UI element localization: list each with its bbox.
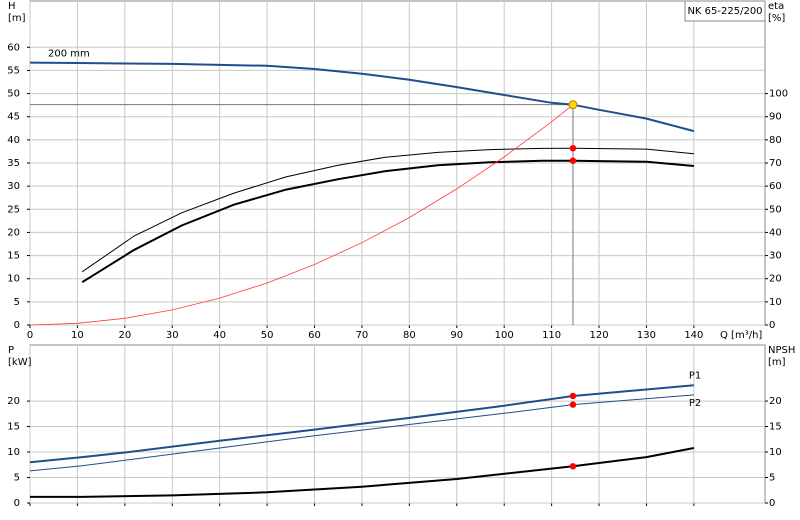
y2-tick-label: 80: [769, 135, 782, 146]
y-tick-label: 0: [14, 498, 20, 509]
point-marker: [569, 463, 577, 470]
y-tick-label: 60: [7, 42, 20, 53]
point-marker: [569, 392, 577, 400]
chart-title: NK 65-225/200: [687, 6, 762, 17]
curve: [29, 384, 694, 464]
series-label: P2: [689, 398, 701, 409]
point-marker: [569, 157, 577, 164]
y-tick-label: 0: [14, 320, 20, 331]
y-axis-label: H: [8, 1, 16, 12]
x-tick-label: 30: [166, 330, 179, 341]
curve: [29, 104, 574, 326]
x-tick-label: 70: [356, 330, 369, 341]
y2-tick-label: 40: [769, 227, 782, 238]
y-tick-label: 30: [7, 181, 20, 192]
y2-tick-label: 20: [769, 396, 782, 407]
series-label: 200 mm: [48, 49, 90, 60]
y-tick-label: 55: [7, 65, 20, 76]
y2-tick-label: 50: [769, 204, 782, 215]
y2-axis-label: [m]: [768, 357, 786, 368]
x-tick-label: 80: [403, 330, 416, 341]
x-tick-label: 40: [213, 330, 226, 341]
series-label: P1: [689, 370, 701, 381]
x-tick-label: 60: [308, 330, 321, 341]
title-box: [684, 0, 766, 22]
y2-tick-label: 0: [769, 498, 775, 509]
y-tick-label: 20: [7, 396, 20, 407]
y2-axis-label: [%]: [768, 13, 785, 24]
x-tick-label: 110: [542, 330, 561, 341]
y-tick-label: 35: [7, 158, 20, 169]
y-tick-label: 10: [7, 274, 20, 285]
x-tick-label: 90: [450, 330, 463, 341]
y-tick-label: 25: [7, 204, 20, 215]
plot-frame: [29, 344, 766, 504]
curve: [29, 394, 694, 472]
x-tick-label: 0: [27, 330, 33, 341]
curve: [29, 61, 695, 133]
x-tick-label: 120: [589, 330, 608, 341]
y-tick-label: 5: [14, 297, 20, 308]
curve: [30, 447, 695, 498]
y2-tick-label: 0: [769, 320, 775, 331]
y2-tick-label: 70: [769, 158, 782, 169]
y2-tick-label: 90: [769, 112, 782, 123]
y-tick-label: 15: [7, 422, 20, 433]
y-tick-label: 5: [14, 473, 20, 484]
y-tick-label: 15: [7, 251, 20, 262]
x-tick-label: 100: [495, 330, 514, 341]
y-tick-label: 20: [7, 227, 20, 238]
x-tick-label: 50: [261, 330, 274, 341]
y-tick-label: 10: [7, 447, 20, 458]
y2-tick-label: 20: [769, 274, 782, 285]
y2-axis-label: eta: [768, 1, 784, 12]
y-tick-label: 40: [7, 135, 20, 146]
y2-tick-label: 60: [769, 181, 782, 192]
x-tick-label: 140: [684, 330, 703, 341]
x-tick-label: 130: [637, 330, 656, 341]
y2-tick-label: 10: [769, 447, 782, 458]
y-axis-label: [m]: [8, 13, 26, 24]
x-axis-label: Q [m³/h]: [720, 330, 762, 341]
y-tick-label: 50: [7, 89, 20, 100]
y-tick-label: 45: [7, 112, 20, 123]
point-marker: [569, 144, 577, 152]
y-axis-label: P: [8, 345, 14, 356]
y-axis-label: [kW]: [8, 357, 32, 368]
x-tick-label: 10: [71, 330, 84, 341]
y2-tick-label: 30: [769, 251, 782, 262]
y2-tick-label: 10: [769, 297, 782, 308]
y2-axis-label: NPSH: [768, 345, 795, 356]
y2-tick-label: 100: [769, 89, 788, 100]
point-marker: [569, 401, 577, 408]
operating-point: [568, 100, 578, 110]
y2-tick-label: 5: [769, 473, 775, 484]
y2-tick-label: 15: [769, 422, 782, 433]
x-tick-label: 20: [118, 330, 131, 341]
